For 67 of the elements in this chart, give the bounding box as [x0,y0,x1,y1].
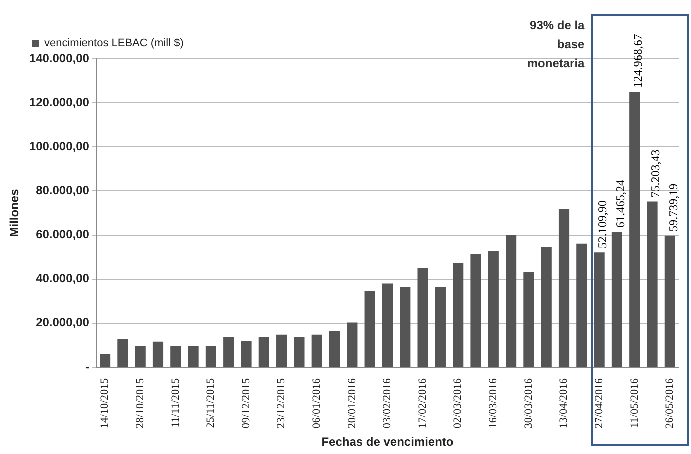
bar [152,342,164,367]
bar [224,337,234,367]
bar [594,252,605,367]
bar [506,236,517,367]
bar [347,322,358,367]
x-tick-label: 28/10/2015 [134,378,146,429]
bar [453,263,464,367]
y-tick-label: 100.000,00 [29,139,90,154]
bar [312,334,322,367]
y-tick-label: 120.000,00 [29,95,90,110]
x-tick-label: 25/11/2015 [205,378,218,428]
bar [435,287,446,367]
data-label: 52.109,90 [596,200,610,249]
x-tick-label: 17/02/2016 [416,378,429,429]
bar [170,346,182,367]
bar [524,272,534,367]
bar [488,251,499,367]
data-label: 59.739,19 [666,184,680,232]
bar [382,284,394,367]
bar [630,92,640,367]
bar [647,202,658,367]
x-tick-label: 27/04/2016 [593,378,606,429]
x-tick-label: 11/11/2015 [170,378,182,428]
x-tick-label: 13/04/2016 [558,378,570,429]
data-label: 124.968,67 [631,34,646,88]
bar [418,268,428,367]
x-tick-label: 03/02/2016 [382,378,394,429]
y-tick-label: 20.000,00 [36,316,90,330]
bar [470,254,482,367]
bar [329,331,340,367]
x-tick-label: 30/03/2016 [522,378,535,429]
y-tick-label: 40.000,00 [36,272,90,286]
bar [364,291,376,367]
annotation: 93% de la base monetaria [527,18,586,70]
bar [100,354,111,367]
y-axis-title: Millones [8,188,22,238]
bar [664,236,676,367]
x-tick-label: 14/10/2015 [99,378,112,429]
x-tick-label: 20/01/2016 [346,378,358,429]
x-tick-label: 02/03/2016 [452,378,464,429]
y-tick-label: 80.000,00 [36,184,90,198]
bar [576,244,588,367]
x-tick-label: 23/12/2015 [276,378,288,429]
y-tick-label: 60.000,00 [36,228,90,242]
bar [294,337,305,367]
x-tick-label: 11/05/2016 [628,378,641,428]
x-axis-title: Fechas de vencimiento [322,435,454,450]
y-tick-label: - [85,360,90,374]
bar [118,340,128,367]
x-tick-label: 26/05/2016 [664,378,676,429]
x-tick-label: 09/12/2015 [240,378,252,429]
bar [612,232,623,367]
bar [258,337,270,367]
data-label: 61.465,24 [613,180,628,228]
x-tick-label: 06/01/2016 [311,378,324,429]
x-tick-label: 16/03/2016 [488,378,500,429]
bar [135,346,146,367]
bar [558,209,570,367]
bar [400,287,411,367]
bar [241,341,252,367]
bar [541,247,552,367]
bar [206,346,216,367]
legend-label: vencimientos LEBAC (mill $) [44,38,184,50]
bar [276,334,288,367]
bar [188,346,199,367]
data-label: 75.203,43 [648,150,663,198]
y-tick-label: 140.000,00 [29,51,90,66]
